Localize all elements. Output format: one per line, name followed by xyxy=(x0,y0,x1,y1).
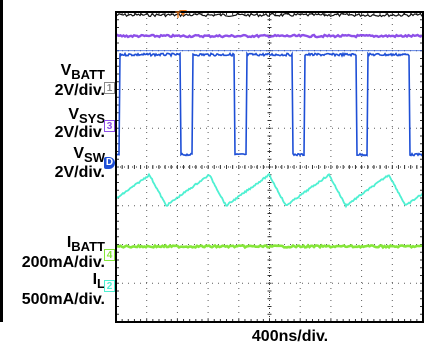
traces xyxy=(115,10,424,250)
plot-border xyxy=(115,11,424,323)
il-trace xyxy=(115,172,424,209)
ibatt-channel-marker: 4 xyxy=(104,249,115,261)
ibatt-label: IBATT xyxy=(66,234,105,254)
ibatt-trace xyxy=(115,243,423,250)
trigger-marker: T xyxy=(175,10,181,20)
top-noise-trace xyxy=(115,12,423,18)
vsys-channel-marker: 3 xyxy=(104,120,115,132)
vbatt-channel-marker: 1 xyxy=(104,82,115,94)
vsw-channel-marker: D xyxy=(104,157,115,169)
vsys-label: VSYS xyxy=(68,106,105,126)
vbatt-label: VBATT xyxy=(60,62,105,82)
il-channel-marker: 2 xyxy=(104,280,115,292)
vsw-label: VSW xyxy=(73,145,105,165)
graticule xyxy=(115,11,424,323)
vbatt-scale-label: 2V/div. xyxy=(54,82,105,99)
cropped-edge-bar xyxy=(0,0,3,322)
vsys-scale-label: 2V/div. xyxy=(54,124,105,141)
vsw-scale-label: 2V/div. xyxy=(54,164,105,181)
vbatt-trace xyxy=(115,33,423,39)
il-label: IL xyxy=(92,271,105,291)
vsw-trace xyxy=(115,51,424,157)
plot-frame xyxy=(115,11,424,323)
ibatt-scale-label: 200mA/div. xyxy=(21,254,105,271)
il-scale-label: 500mA/div. xyxy=(21,291,105,308)
x-axis-label: 400ns/div. xyxy=(251,328,329,345)
